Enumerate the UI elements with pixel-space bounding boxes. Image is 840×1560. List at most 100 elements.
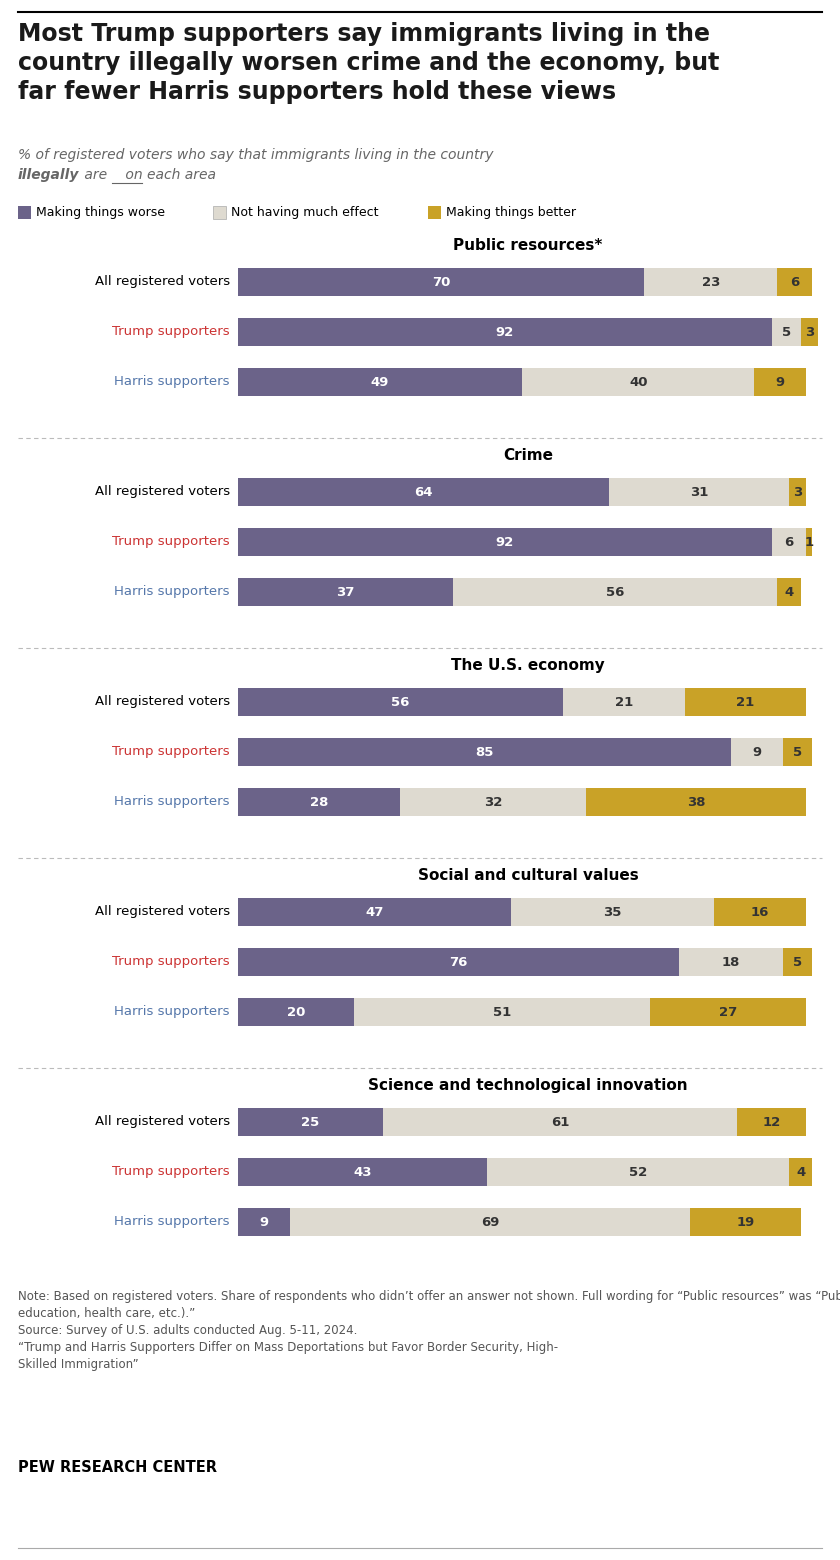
Text: 5: 5 xyxy=(781,326,790,339)
Text: 18: 18 xyxy=(722,955,740,969)
Text: Making things worse: Making things worse xyxy=(36,206,165,218)
Text: 35: 35 xyxy=(603,905,622,919)
Bar xyxy=(238,368,522,396)
Bar xyxy=(238,527,772,555)
Bar xyxy=(401,788,586,816)
Text: Note: Based on registered voters. Share of respondents who didn’t offer an answe: Note: Based on registered voters. Share … xyxy=(18,1290,840,1371)
Text: 64: 64 xyxy=(414,485,433,499)
Bar xyxy=(383,1108,737,1136)
Text: 21: 21 xyxy=(615,696,633,708)
Bar xyxy=(650,998,806,1026)
Bar xyxy=(783,738,812,766)
Bar xyxy=(238,268,644,296)
Text: 56: 56 xyxy=(391,696,410,708)
Text: All registered voters: All registered voters xyxy=(95,696,230,708)
Bar xyxy=(737,1108,806,1136)
Bar xyxy=(238,948,679,977)
Bar xyxy=(644,268,777,296)
Text: Social and cultural values: Social and cultural values xyxy=(417,867,638,883)
Text: 37: 37 xyxy=(336,585,354,599)
Text: 3: 3 xyxy=(793,485,802,499)
Text: Crime: Crime xyxy=(503,448,553,463)
Bar xyxy=(238,1207,290,1236)
Bar xyxy=(487,1158,789,1186)
Bar xyxy=(777,579,801,605)
Text: are  on each area: are on each area xyxy=(80,168,216,183)
Bar xyxy=(238,477,609,505)
Bar xyxy=(731,738,783,766)
Text: 38: 38 xyxy=(687,796,706,808)
Bar xyxy=(714,899,806,927)
Bar xyxy=(213,206,226,218)
Bar xyxy=(238,899,511,927)
Bar xyxy=(685,688,806,716)
Text: 40: 40 xyxy=(629,376,648,388)
Text: Harris supporters: Harris supporters xyxy=(114,1215,230,1229)
Bar xyxy=(453,579,777,605)
Bar xyxy=(354,998,650,1026)
Bar xyxy=(238,998,354,1026)
Text: Trump supporters: Trump supporters xyxy=(113,1165,230,1178)
Text: 4: 4 xyxy=(785,585,794,599)
Text: Harris supporters: Harris supporters xyxy=(114,1006,230,1019)
Text: 25: 25 xyxy=(302,1115,320,1128)
Text: 49: 49 xyxy=(371,376,389,388)
Bar xyxy=(238,688,563,716)
Text: Not having much effect: Not having much effect xyxy=(231,206,379,218)
Bar xyxy=(238,1158,487,1186)
Text: PEW RESEARCH CENTER: PEW RESEARCH CENTER xyxy=(18,1460,217,1476)
Text: 52: 52 xyxy=(629,1165,648,1178)
Text: 9: 9 xyxy=(775,376,785,388)
Text: 19: 19 xyxy=(737,1215,754,1229)
Text: 4: 4 xyxy=(796,1165,806,1178)
Bar xyxy=(290,1207,690,1236)
Bar xyxy=(511,899,714,927)
Bar xyxy=(522,368,754,396)
Bar xyxy=(806,527,812,555)
Text: 5: 5 xyxy=(793,746,802,758)
Text: Making things better: Making things better xyxy=(446,206,576,218)
Text: 47: 47 xyxy=(365,905,384,919)
Text: All registered voters: All registered voters xyxy=(95,485,230,499)
Bar xyxy=(238,788,401,816)
Bar xyxy=(563,688,685,716)
Text: Trump supporters: Trump supporters xyxy=(113,326,230,339)
Text: 56: 56 xyxy=(606,585,624,599)
Text: % of registered voters who say that immigrants living in the country: % of registered voters who say that immi… xyxy=(18,148,494,162)
Text: 92: 92 xyxy=(496,326,514,339)
Bar xyxy=(789,1158,812,1186)
Bar xyxy=(690,1207,801,1236)
Text: 23: 23 xyxy=(701,276,720,289)
Bar xyxy=(238,738,731,766)
Text: 1: 1 xyxy=(805,535,814,549)
Bar xyxy=(18,206,31,218)
Text: 6: 6 xyxy=(790,276,800,289)
Text: 92: 92 xyxy=(496,535,514,549)
Text: 9: 9 xyxy=(260,1215,269,1229)
Bar xyxy=(772,527,806,555)
Text: 43: 43 xyxy=(354,1165,372,1178)
Text: Public resources*: Public resources* xyxy=(454,239,602,253)
Text: Trump supporters: Trump supporters xyxy=(113,535,230,549)
Bar xyxy=(609,477,789,505)
Text: Science and technological innovation: Science and technological innovation xyxy=(368,1078,688,1094)
Text: 70: 70 xyxy=(432,276,450,289)
Text: 9: 9 xyxy=(753,746,762,758)
Text: Harris supporters: Harris supporters xyxy=(114,796,230,808)
Bar xyxy=(238,579,453,605)
Bar xyxy=(772,318,801,346)
Text: Trump supporters: Trump supporters xyxy=(113,955,230,969)
Bar xyxy=(754,368,806,396)
Text: Trump supporters: Trump supporters xyxy=(113,746,230,758)
Bar xyxy=(238,318,772,346)
Text: 28: 28 xyxy=(310,796,328,808)
Text: 27: 27 xyxy=(719,1006,738,1019)
Text: 5: 5 xyxy=(793,955,802,969)
Bar xyxy=(679,948,783,977)
Text: Harris supporters: Harris supporters xyxy=(114,376,230,388)
Text: 85: 85 xyxy=(475,746,494,758)
Text: The U.S. economy: The U.S. economy xyxy=(451,658,605,672)
Text: 76: 76 xyxy=(449,955,468,969)
Text: 51: 51 xyxy=(493,1006,511,1019)
Bar xyxy=(789,477,806,505)
